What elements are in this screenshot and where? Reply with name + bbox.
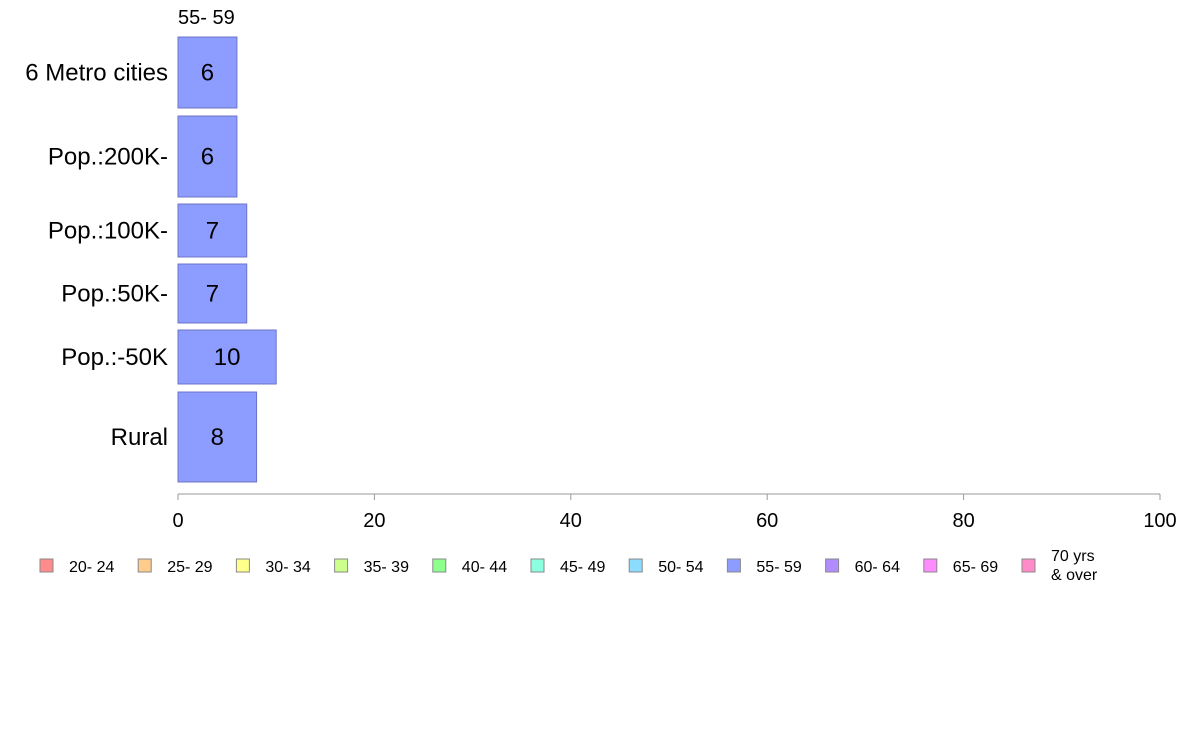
legend-swatch <box>1021 558 1036 573</box>
legend-swatch <box>432 558 447 573</box>
bar-value-label: 7 <box>206 281 219 308</box>
legend-label: 20- 24 <box>69 559 114 576</box>
bar-value-label: 7 <box>206 218 219 245</box>
bar <box>177 263 248 324</box>
x-tick-label: 40 <box>560 510 582 532</box>
legend-label: 65- 69 <box>953 559 998 576</box>
bar-value-label: 6 <box>201 144 214 171</box>
legend-swatch <box>825 558 840 573</box>
legend-label: 40- 44 <box>462 559 507 576</box>
legend-swatch <box>530 558 545 573</box>
legend-swatch <box>726 558 741 573</box>
x-axis: 0 20 40 60 80 100 <box>172 493 1177 532</box>
legend-swatch <box>137 558 152 573</box>
legend-label: 25- 29 <box>167 559 212 576</box>
legend-label: 70 yrs & over <box>1051 548 1098 584</box>
bar-value-label: 6 <box>201 60 214 87</box>
category-label: 6 Metro cities <box>25 60 168 87</box>
legend-label: 35- 39 <box>364 559 409 576</box>
legend-label: 45- 49 <box>560 559 605 576</box>
bar <box>177 36 238 109</box>
legend-swatch <box>235 558 250 573</box>
category-label: Pop.:200K- <box>48 144 168 171</box>
x-tick-label: 80 <box>952 510 974 532</box>
legend-swatch <box>923 558 938 573</box>
legend-label: 55- 59 <box>756 559 801 576</box>
x-tick-label: 0 <box>172 510 183 532</box>
x-tick-label: 20 <box>363 510 385 532</box>
legend-swatch <box>39 558 54 573</box>
bar <box>177 203 248 258</box>
category-label: Pop.:100K- <box>48 218 168 245</box>
x-tick-label: 100 <box>1143 510 1176 532</box>
bar-value-label: 10 <box>214 344 241 371</box>
bar <box>177 115 238 198</box>
bar <box>177 391 258 483</box>
series-label: 55- 59 <box>178 7 235 29</box>
category-label: Rural <box>111 424 168 451</box>
legend-label: 60- 64 <box>855 559 900 576</box>
category-label: Pop.:50K- <box>61 281 168 308</box>
legend-swatch <box>334 558 349 573</box>
legend: 20- 24 25- 29 30- 34 35- 39 40- 44 45- 49 50- … <box>39 548 1098 584</box>
category-labels: 6 Metro cities Pop.:200K- Pop.:100K- Pop.:5… <box>25 60 168 452</box>
legend-swatch <box>628 558 643 573</box>
bar <box>177 329 277 385</box>
legend-label: 30- 34 <box>265 559 310 576</box>
bar-value-label: 8 <box>211 424 224 451</box>
x-tick-label: 60 <box>756 510 778 532</box>
legend-label: 50- 54 <box>658 559 703 576</box>
category-label: Pop.:-50K <box>61 344 168 371</box>
bars-group: 6 6 7 7 10 8 <box>177 36 277 483</box>
